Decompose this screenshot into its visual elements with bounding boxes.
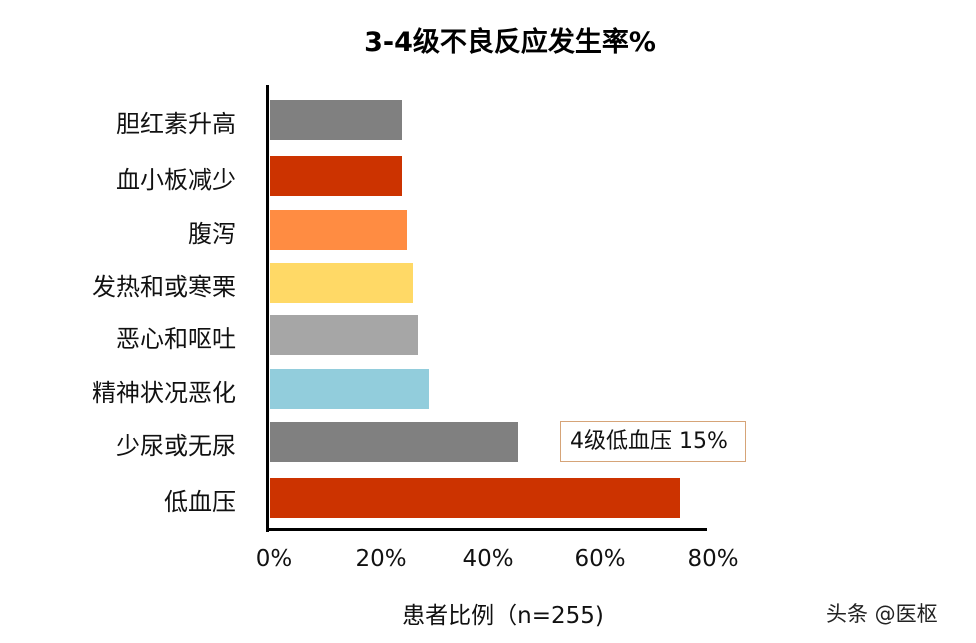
x-tick-20: 20%: [355, 546, 407, 572]
x-axis-line: [266, 528, 707, 531]
x-tick-80: 80%: [687, 546, 739, 572]
plot-area: [268, 85, 708, 531]
chart-title: 3-4级不良反应发生率%: [364, 27, 656, 58]
bar-7: [270, 478, 680, 518]
x-tick-60: 60%: [574, 546, 626, 572]
bar-0: [270, 100, 402, 140]
category-label: 恶心和呕吐: [116, 325, 236, 353]
bar-5: [270, 369, 430, 409]
bar-3: [270, 263, 413, 303]
category-label: 腹泻: [188, 220, 236, 248]
x-tick-0: 0%: [255, 546, 293, 572]
category-label: 低血压: [164, 488, 236, 516]
category-label: 少尿或无尿: [116, 432, 236, 460]
category-label: 发热和或寒栗: [92, 273, 236, 301]
bar-6: [270, 422, 519, 462]
bar-4: [270, 315, 419, 355]
bar-2: [270, 210, 408, 250]
watermark: 头条 @医枢: [826, 602, 938, 626]
x-tick-40: 40%: [462, 546, 514, 572]
bar-1: [270, 156, 402, 196]
category-label: 胆红素升高: [116, 110, 236, 138]
annotation-box: 4级低血压 15%: [560, 421, 746, 462]
category-label: 血小板减少: [116, 166, 236, 194]
x-axis-label: 患者比例（n=255): [402, 603, 604, 629]
category-label: 精神状况恶化: [92, 379, 236, 407]
y-axis-line: [266, 85, 269, 532]
